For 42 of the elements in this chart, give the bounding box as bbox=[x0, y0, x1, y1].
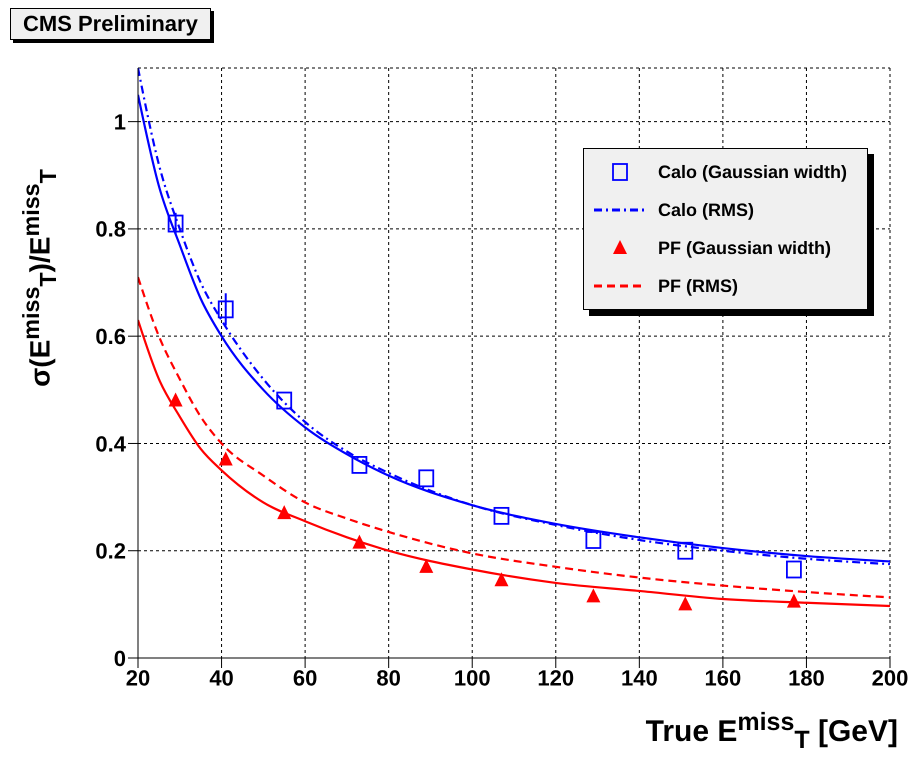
point bbox=[585, 531, 602, 549]
point bbox=[419, 558, 434, 573]
x-tick-label: 100 bbox=[454, 666, 491, 691]
point bbox=[277, 505, 292, 520]
x-tick-label: 60 bbox=[292, 666, 318, 691]
legend-label: Calo (RMS) bbox=[658, 200, 754, 220]
x-tick-label: 140 bbox=[620, 666, 658, 691]
legend-label: PF (RMS) bbox=[658, 276, 738, 296]
y-tick-label: 1 bbox=[114, 109, 126, 134]
y-tick-label: 0.4 bbox=[95, 431, 127, 456]
point bbox=[352, 534, 366, 549]
x-tick-label: 20 bbox=[126, 666, 150, 691]
legend-label: Calo (Gaussian width) bbox=[658, 162, 847, 182]
x-tick-label: 40 bbox=[209, 666, 234, 691]
x-tick-label: 80 bbox=[376, 666, 401, 691]
point bbox=[494, 572, 508, 586]
point bbox=[168, 214, 184, 232]
x-tick-label: 160 bbox=[704, 666, 742, 691]
point bbox=[168, 392, 183, 407]
point bbox=[418, 469, 434, 488]
x-axis-title: True E$^{miss}$$_{T}$ [GeV] bbox=[646, 708, 898, 755]
point bbox=[786, 594, 801, 608]
y-tick-label: 0.6 bbox=[95, 324, 126, 349]
y-tick-label: 0.8 bbox=[95, 216, 126, 242]
point bbox=[586, 588, 600, 602]
point bbox=[494, 506, 510, 525]
x-tick-label: 120 bbox=[537, 666, 574, 691]
y-tick-label: 0 bbox=[114, 646, 126, 671]
chart-title: CMS Preliminary bbox=[10, 8, 211, 40]
point bbox=[218, 300, 234, 318]
point bbox=[677, 542, 694, 560]
line-series bbox=[138, 318, 890, 608]
point bbox=[786, 560, 802, 578]
point bbox=[352, 456, 368, 474]
y-tick-label: 0.2 bbox=[95, 538, 126, 564]
legend-label: PF (Gaussian width) bbox=[658, 238, 831, 258]
line-series bbox=[138, 276, 890, 598]
x-tick-label: 180 bbox=[788, 666, 825, 691]
point bbox=[218, 452, 233, 466]
point bbox=[276, 392, 292, 410]
x-tick-label: 200 bbox=[872, 666, 908, 691]
point bbox=[678, 596, 692, 610]
